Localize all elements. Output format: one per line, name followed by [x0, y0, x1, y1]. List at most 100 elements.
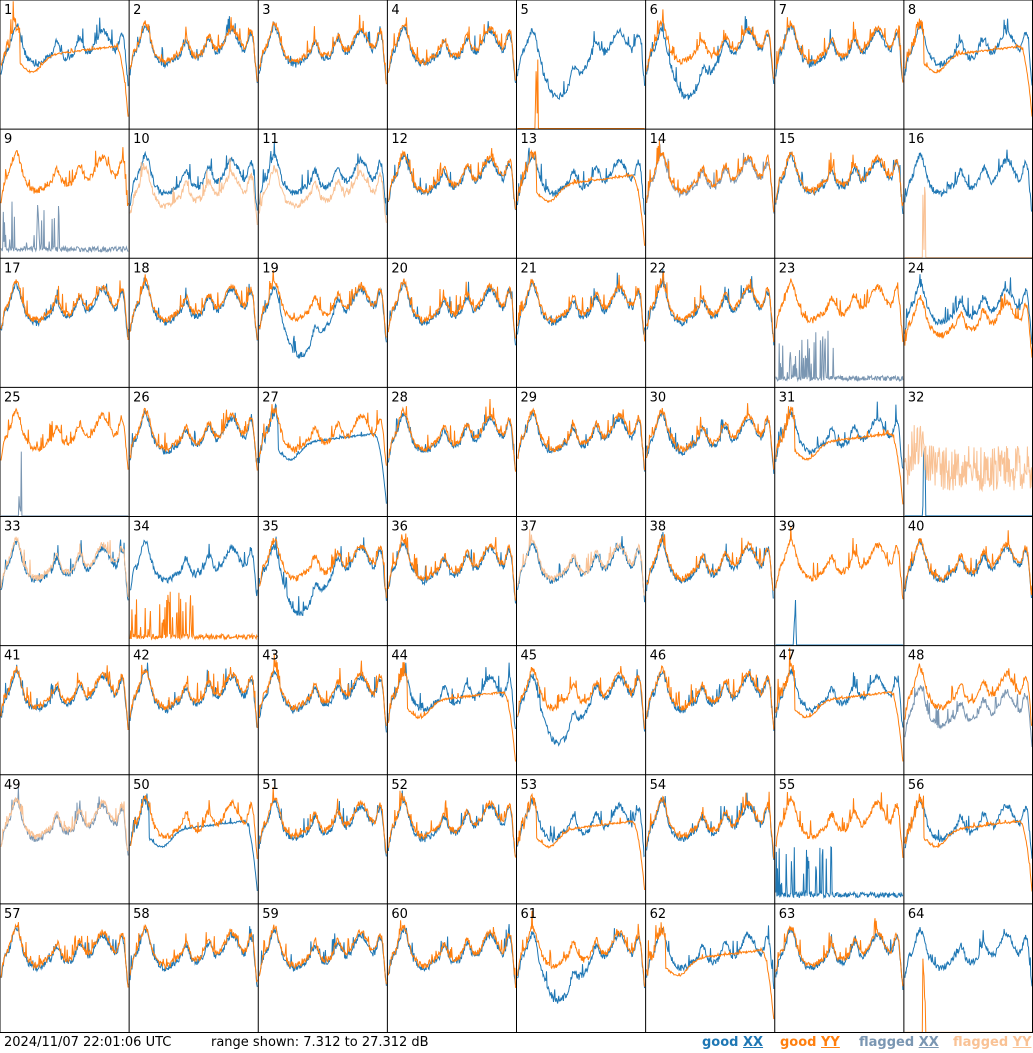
panel-20-yy-line [387, 278, 516, 339]
panel-label: 28 [391, 390, 408, 405]
panel-54: 54 [646, 778, 775, 860]
panel-47-xx-line [775, 668, 904, 728]
panel-label: 38 [650, 520, 667, 535]
panel-label: 10 [133, 132, 150, 147]
legend-good-yy: good YY [780, 1035, 840, 1050]
panel-28-yy-line [388, 398, 516, 472]
panel-15: 15 [775, 132, 904, 214]
footer: 2024/11/07 22:01:06 UTC range shown: 7.3… [0, 1033, 1033, 1053]
panel-55-yy-line [775, 791, 904, 858]
panel-45: 45 [517, 649, 646, 747]
panel-label: 61 [521, 907, 538, 922]
panel-31-yy-line [775, 406, 904, 505]
panel-23: 23 [775, 261, 904, 383]
panel-28: 28 [387, 390, 516, 472]
panel-label: 62 [650, 907, 667, 922]
panel-50: 50 [129, 778, 258, 892]
panel-59-yy-line [258, 924, 387, 985]
panel-label: 63 [779, 907, 796, 922]
panel-label: 26 [133, 390, 150, 405]
panel-40: 40 [904, 520, 1033, 599]
panel-18-yy-line [129, 274, 258, 340]
panel-60-yy-line [387, 920, 516, 988]
panel-label: 37 [521, 520, 538, 535]
panel-32: 32 [904, 390, 1033, 517]
panel-10-yy-line [129, 157, 258, 226]
panel-54-yy-line [646, 791, 775, 859]
panel-56-xx-line [904, 800, 1033, 859]
panel-58: 58 [129, 907, 258, 988]
panel-label: 20 [391, 261, 408, 276]
panel-17: 17 [0, 261, 129, 341]
panel-label: 51 [262, 778, 279, 793]
panel-11: 11 [258, 132, 387, 223]
panel-5: 5 [517, 3, 646, 129]
panel-48-xx-line [904, 685, 1033, 747]
panel-34: 34 [129, 520, 258, 641]
panel-20: 20 [387, 261, 516, 346]
panel-48: 48 [904, 649, 1033, 747]
panel-61-xx-line [517, 928, 646, 1004]
panel-53: 53 [517, 778, 646, 891]
panel-label: 64 [908, 907, 925, 922]
panel-21-xx-line [517, 272, 646, 335]
panel-9-yy-line [0, 147, 129, 207]
panel-13: 13 [517, 132, 646, 246]
panel-label: 24 [908, 261, 925, 276]
panel-label: 36 [391, 520, 408, 535]
range-text: range shown: 7.312 to 27.312 dB [211, 1035, 429, 1050]
panel-24-yy-line [904, 293, 1033, 358]
panel-label: 30 [650, 390, 667, 405]
panel-4: 4 [387, 3, 516, 83]
panel-28-xx-line [387, 412, 516, 472]
panel-21: 21 [517, 261, 646, 342]
panel-62: 62 [646, 907, 775, 1020]
panel-41: 41 [0, 649, 129, 731]
panel-31-xx-line [775, 401, 904, 469]
panel-label: 59 [262, 907, 279, 922]
panel-26: 26 [129, 390, 258, 471]
panel-label: 31 [779, 390, 796, 405]
panel-label: 7 [779, 3, 787, 18]
panel-34-yy-line [129, 591, 258, 641]
panel-label: 34 [133, 520, 150, 535]
panel-42-xx-line [129, 662, 258, 729]
panel-label: 45 [521, 649, 538, 664]
panel-label: 58 [133, 907, 150, 922]
panel-label: 49 [4, 778, 21, 793]
panel-47: 47 [775, 647, 904, 762]
panel-17-yy-line [0, 279, 129, 341]
panel-3-yy-line [258, 14, 387, 85]
panel-30-xx-line [646, 410, 775, 474]
panel-38: 38 [646, 520, 775, 599]
panel-52: 52 [387, 778, 516, 858]
panel-10: 10 [129, 132, 258, 226]
panel-41-yy-line [0, 665, 129, 731]
panel-13-yy-line [517, 149, 646, 246]
legend-flagged-xx: flagged XX [859, 1035, 939, 1050]
panel-label: 11 [262, 132, 279, 147]
panel-label: 29 [521, 390, 538, 405]
panel-label: 39 [779, 520, 796, 535]
panel-14-yy-line [646, 140, 775, 213]
panel-12: 12 [387, 132, 516, 211]
panel-58-xx-line [129, 926, 258, 988]
panel-8-xx-line [904, 18, 1033, 86]
panel-63-yy-line [775, 918, 904, 987]
legend-flagged-yy: flagged YY [953, 1035, 1032, 1050]
panel-label: 6 [650, 3, 658, 18]
panel-37-xx-line [517, 536, 646, 603]
panel-35-yy-line [258, 537, 387, 599]
panel-2-yy-line [129, 17, 258, 82]
panel-51-yy-line [258, 786, 387, 854]
panel-label: 48 [908, 649, 925, 664]
panel-26-xx-line [129, 409, 258, 464]
panel-14: 14 [646, 132, 775, 214]
panel-15-yy-line [775, 151, 904, 206]
panel-55-xx-line [775, 845, 904, 900]
panel-1-xx-line [0, 17, 129, 87]
panel-26-yy-line [129, 407, 258, 471]
panel-22: 22 [646, 261, 775, 346]
panel-label: 46 [650, 649, 667, 664]
panel-36-yy-line [387, 533, 516, 601]
